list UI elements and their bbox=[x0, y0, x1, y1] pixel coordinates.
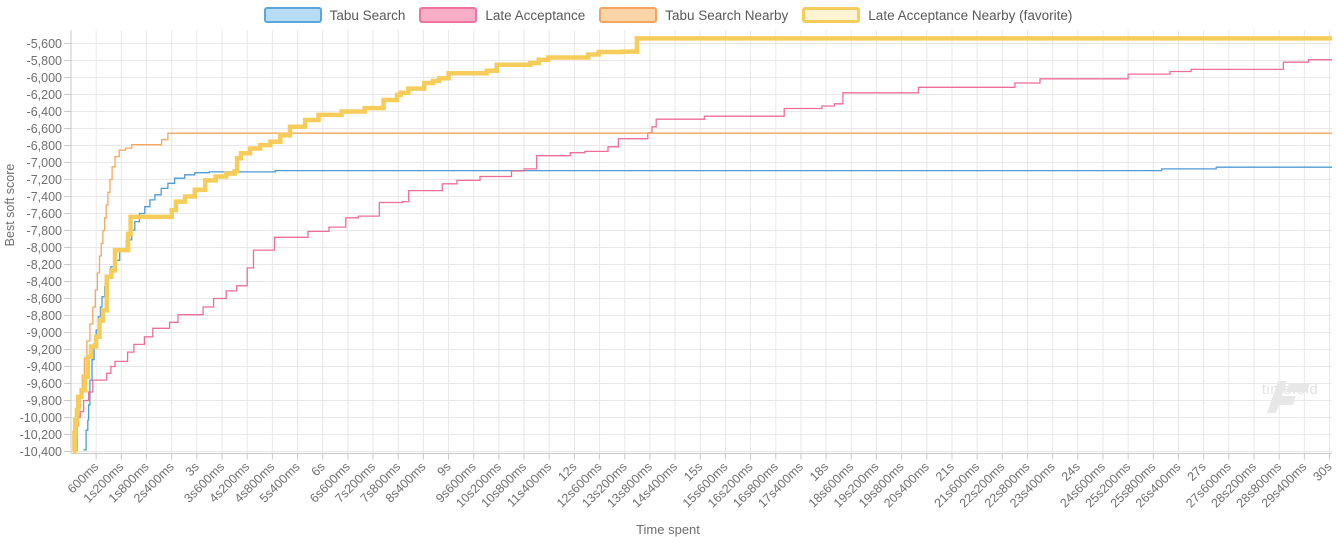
x-tick-label: 3s bbox=[183, 460, 202, 479]
series-line-tabu-search-nearby bbox=[76, 132, 1332, 452]
legend-swatch-icon bbox=[599, 7, 658, 23]
series-line-tabu-search bbox=[83, 166, 1332, 451]
y-tick-label: -10,000 bbox=[20, 411, 62, 425]
legend-item-tabu-search-nearby[interactable]: Tabu Search Nearby bbox=[599, 7, 788, 23]
y-tick-label: -6,400 bbox=[27, 105, 62, 119]
y-tick-label: -10,200 bbox=[20, 428, 62, 442]
legend: Tabu Search Late Acceptance Tabu Search Ne… bbox=[0, 7, 1336, 23]
y-tick-label: -9,000 bbox=[27, 326, 62, 340]
y-tick-label: -8,600 bbox=[27, 292, 62, 306]
y-tick-label: -5,600 bbox=[27, 37, 62, 51]
legend-label: Tabu Search bbox=[329, 7, 406, 23]
y-tick-label: -5,800 bbox=[27, 54, 62, 68]
x-tick-label: 30s bbox=[1310, 460, 1334, 484]
y-tick-label: -7,000 bbox=[27, 156, 62, 170]
y-tick-label: -6,200 bbox=[27, 88, 62, 102]
legend-swatch-icon bbox=[802, 7, 861, 23]
legend-label: Tabu Search Nearby bbox=[665, 7, 789, 23]
y-tick-label: -9,200 bbox=[27, 343, 62, 357]
series-line-late-acceptance bbox=[73, 59, 1332, 448]
y-tick-label: -9,400 bbox=[27, 360, 62, 374]
legend-item-tabu-search[interactable]: Tabu Search bbox=[263, 7, 406, 23]
y-axis-title: Best soft score bbox=[3, 163, 17, 247]
x-tick-label: 9s bbox=[434, 460, 453, 479]
legend-label: Late Acceptance Nearby (favorite) bbox=[868, 7, 1073, 23]
y-tick-label: -8,000 bbox=[27, 241, 62, 255]
axis-ticks: -5,600 -5,800 -6,000 -6,200 -6,400 -6,600 -6,8… bbox=[20, 37, 1335, 510]
gridlines bbox=[71, 30, 1332, 454]
y-tick-label: -8,200 bbox=[27, 258, 62, 272]
y-tick-label: -9,800 bbox=[27, 394, 62, 408]
y-tick-label: -7,400 bbox=[27, 190, 62, 204]
legend-swatch-icon bbox=[263, 7, 322, 23]
y-tick-label: -7,600 bbox=[27, 207, 62, 221]
y-tick-label: -8,400 bbox=[27, 275, 62, 289]
y-tick-label: -8,800 bbox=[27, 309, 62, 323]
y-tick-label: -10,400 bbox=[20, 445, 62, 459]
legend-swatch-icon bbox=[419, 7, 478, 23]
legend-item-late-acceptance-nearby-favorite[interactable]: Late Acceptance Nearby (favorite) bbox=[802, 7, 1072, 23]
y-tick-label: -7,800 bbox=[27, 224, 62, 238]
y-tick-label: -6,000 bbox=[27, 71, 62, 85]
legend-label: Late Acceptance bbox=[485, 7, 586, 23]
legend-item-late-acceptance[interactable]: Late Acceptance bbox=[419, 7, 585, 23]
series-line-late-acceptance-nearby-favorite bbox=[72, 36, 1332, 454]
y-tick-label: -6,600 bbox=[27, 122, 62, 136]
x-axis-title: Time spent bbox=[636, 522, 700, 537]
x-tick-label: 6s bbox=[309, 460, 328, 479]
y-tick-label: -6,800 bbox=[27, 139, 62, 153]
y-tick-label: -7,200 bbox=[27, 173, 62, 187]
y-tick-label: -9,600 bbox=[27, 377, 62, 391]
line-chart: -5,600 -5,800 -6,000 -6,200 -6,400 -6,600 -6,8… bbox=[20, 30, 1335, 510]
